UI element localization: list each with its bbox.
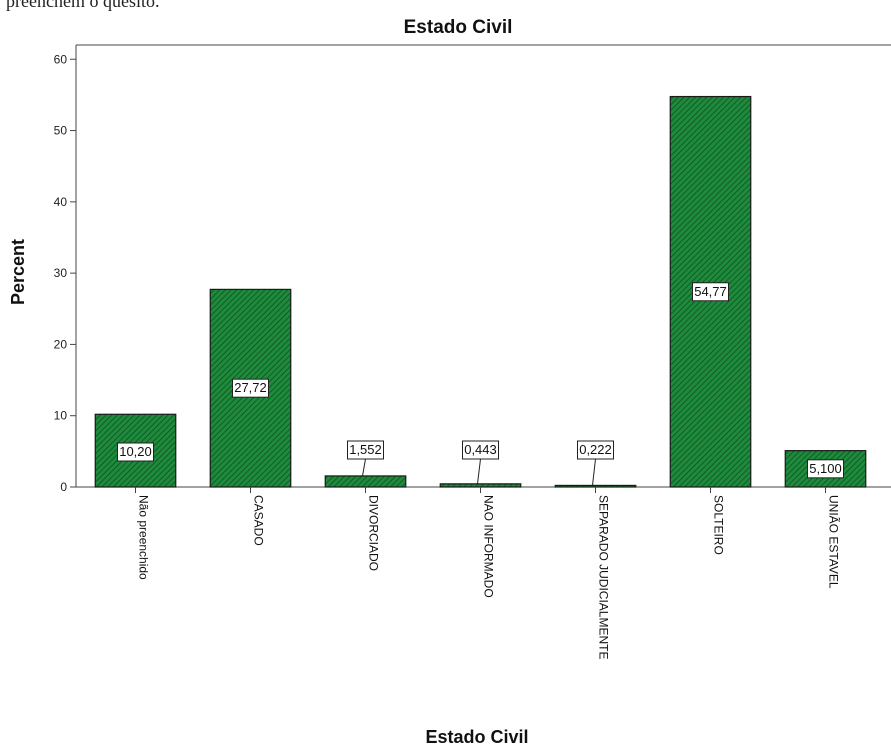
data-label-box-6: [807, 459, 844, 479]
data-label-3: 0,443: [464, 442, 497, 457]
plot-area: 0 10 20 30 40 50 60 Não preenchido 10,20 CASADO 27…: [54, 44, 891, 659]
data-label-box-0: [117, 442, 154, 462]
x-tick-label-3: NAO INFORMADO: [482, 495, 496, 598]
data-label-2: 1,552: [349, 442, 382, 457]
y-tick-label-1: 10: [54, 409, 68, 423]
bar-6: [784, 450, 867, 488]
x-tick-label-5: SOLTEIRO: [712, 495, 726, 555]
data-label-5: 54,77: [694, 284, 727, 299]
y-tick-label-3: 30: [54, 266, 68, 280]
y-tick-label-0: 0: [60, 480, 67, 494]
data-label-box-5: [692, 282, 729, 302]
x-tick-label-2: DIVORCIADO: [367, 495, 381, 571]
x-axis-title: Estado Civil: [425, 727, 528, 746]
bar-4: [554, 484, 637, 488]
x-tick-label-6: UNIÃO ESTAVEL: [827, 495, 841, 589]
x-tick-label-4: SEPARADO JUDICIALMENTE: [597, 495, 611, 659]
data-label-6: 5,100: [809, 461, 842, 476]
page-top-text: preenchem o quesito.: [6, 0, 160, 11]
data-label-4: 0,222: [579, 442, 612, 457]
y-tick-label-4: 40: [54, 195, 68, 209]
y-axis-title: Percent: [8, 239, 28, 305]
data-label-0: 10,20: [119, 444, 152, 459]
bar-3: [439, 483, 522, 488]
y-tick-label-5: 50: [54, 124, 68, 138]
x-tick-label-1: CASADO: [252, 495, 266, 546]
data-label-leader-4: [592, 458, 596, 486]
chart-title: Estado Civil: [404, 17, 513, 38]
data-label-leader-2: [362, 458, 366, 477]
y-tick-label-2: 20: [54, 337, 68, 351]
data-label-1: 27,72: [234, 380, 267, 395]
bar-2: [324, 475, 407, 488]
data-label-leader-3: [477, 458, 481, 484]
x-tick-label-0: Não preenchido: [137, 495, 151, 580]
data-label-box-1: [232, 378, 269, 398]
y-tick-label-6: 60: [54, 52, 68, 66]
